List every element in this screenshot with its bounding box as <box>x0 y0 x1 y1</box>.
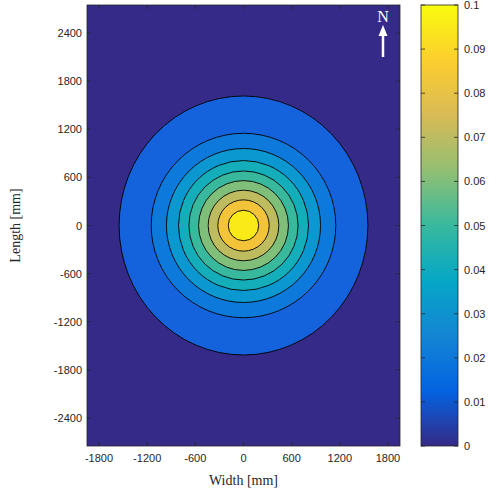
colorbar-tick <box>454 49 458 50</box>
x-tick <box>291 442 292 446</box>
colorbar-tick-label: 0 <box>464 440 470 452</box>
y-tick <box>87 129 91 130</box>
x-tick-label: 1200 <box>328 452 352 464</box>
colorbar-tick-label: 0.05 <box>464 220 485 232</box>
colorbar-tick-label: 0.02 <box>464 352 485 364</box>
y-tick-label: -600 <box>60 268 82 280</box>
colorbar-tick-label: 0.1 <box>464 0 479 11</box>
contour-band <box>199 181 289 271</box>
x-tick <box>147 442 148 446</box>
colorbar-tick <box>421 225 425 226</box>
colorbar-tick <box>454 5 458 6</box>
x-tick-label: -600 <box>184 452 206 464</box>
x-axis-label: Width [mm] <box>209 473 278 488</box>
colorbar-tick <box>421 446 425 447</box>
y-tick <box>396 417 400 418</box>
contour-band <box>87 5 400 446</box>
y-tick <box>87 369 91 370</box>
x-tick <box>339 442 340 446</box>
contour-band <box>218 200 269 251</box>
y-tick-label: 2400 <box>58 27 82 39</box>
colorbar-tick <box>421 49 425 50</box>
plot-area <box>87 5 400 446</box>
y-tick <box>396 81 400 82</box>
colorbar-tick <box>454 357 458 358</box>
y-tick-label: -1200 <box>54 316 82 328</box>
contour-band <box>189 171 298 280</box>
contour-band <box>119 96 368 355</box>
colorbar-tick <box>421 269 425 270</box>
colorbar-tick <box>454 269 458 270</box>
colorbar-tick-label: 0.01 <box>464 396 485 408</box>
y-tick <box>396 177 400 178</box>
y-tick <box>396 369 400 370</box>
colorbar-tick-label: 0.06 <box>464 175 485 187</box>
colorbar-tick <box>454 93 458 94</box>
colorbar-tick <box>454 446 458 447</box>
colorbar-tick <box>421 5 425 6</box>
contour-band <box>178 161 308 291</box>
y-tick-label: 1200 <box>58 123 82 135</box>
colorbar-tick-label: 0.08 <box>464 87 485 99</box>
colorbar-tick-label: 0.09 <box>464 43 485 55</box>
y-tick <box>396 321 400 322</box>
y-tick <box>396 129 400 130</box>
y-tick-label: -2400 <box>54 412 82 424</box>
colorbar-tick <box>454 181 458 182</box>
y-axis-label: Length [mm] <box>8 188 23 262</box>
x-tick <box>243 5 244 9</box>
chart: -1800 -1200 -600 0 600 1200 1800 -2400 -1800 -120… <box>0 0 500 498</box>
colorbar-tick <box>421 181 425 182</box>
colorbar-tick <box>454 313 458 314</box>
north-arrow <box>382 34 385 57</box>
y-tick <box>396 33 400 34</box>
north-arrow-head <box>379 25 388 36</box>
x-tick-label: 1800 <box>376 452 400 464</box>
x-tick <box>195 442 196 446</box>
colorbar-tick-label: 0.04 <box>464 264 485 276</box>
contour-band <box>228 210 258 240</box>
y-tick <box>87 177 91 178</box>
x-tick <box>147 5 148 9</box>
colorbar <box>421 5 458 446</box>
x-tick <box>195 5 196 9</box>
colorbar-tick <box>421 401 425 402</box>
y-tick <box>396 273 400 274</box>
colorbar-tick <box>421 357 425 358</box>
y-tick <box>87 33 91 34</box>
contour-band <box>151 133 336 317</box>
x-tick-label: -1800 <box>85 452 113 464</box>
contour-band <box>166 149 320 303</box>
y-tick <box>396 225 400 226</box>
colorbar-tick <box>421 93 425 94</box>
x-tick <box>339 5 340 9</box>
y-tick <box>87 321 91 322</box>
contour-band <box>208 190 279 261</box>
plot-frame <box>87 5 400 446</box>
x-tick <box>99 5 100 9</box>
x-tick <box>291 5 292 9</box>
colorbar-tick <box>454 225 458 226</box>
y-tick-label: 0 <box>76 220 82 232</box>
x-tick <box>243 442 244 446</box>
y-tick <box>87 81 91 82</box>
colorbar-tick <box>421 137 425 138</box>
x-tick <box>387 442 388 446</box>
x-tick-label: 0 <box>240 452 246 464</box>
colorbar-tick <box>454 401 458 402</box>
y-tick-label: 600 <box>64 171 82 183</box>
north-label: N <box>377 8 389 25</box>
y-tick <box>87 225 91 226</box>
y-tick <box>87 417 91 418</box>
y-tick <box>87 273 91 274</box>
x-tick-label: -1200 <box>133 452 161 464</box>
colorbar-tick-label: 0.03 <box>464 308 485 320</box>
x-tick-label: 600 <box>282 452 300 464</box>
y-tick-label: -1800 <box>54 364 82 376</box>
colorbar-tick <box>421 313 425 314</box>
colorbar-tick-label: 0.07 <box>464 131 485 143</box>
colorbar-tick <box>454 137 458 138</box>
y-tick-label: 1800 <box>58 75 82 87</box>
x-tick <box>99 442 100 446</box>
